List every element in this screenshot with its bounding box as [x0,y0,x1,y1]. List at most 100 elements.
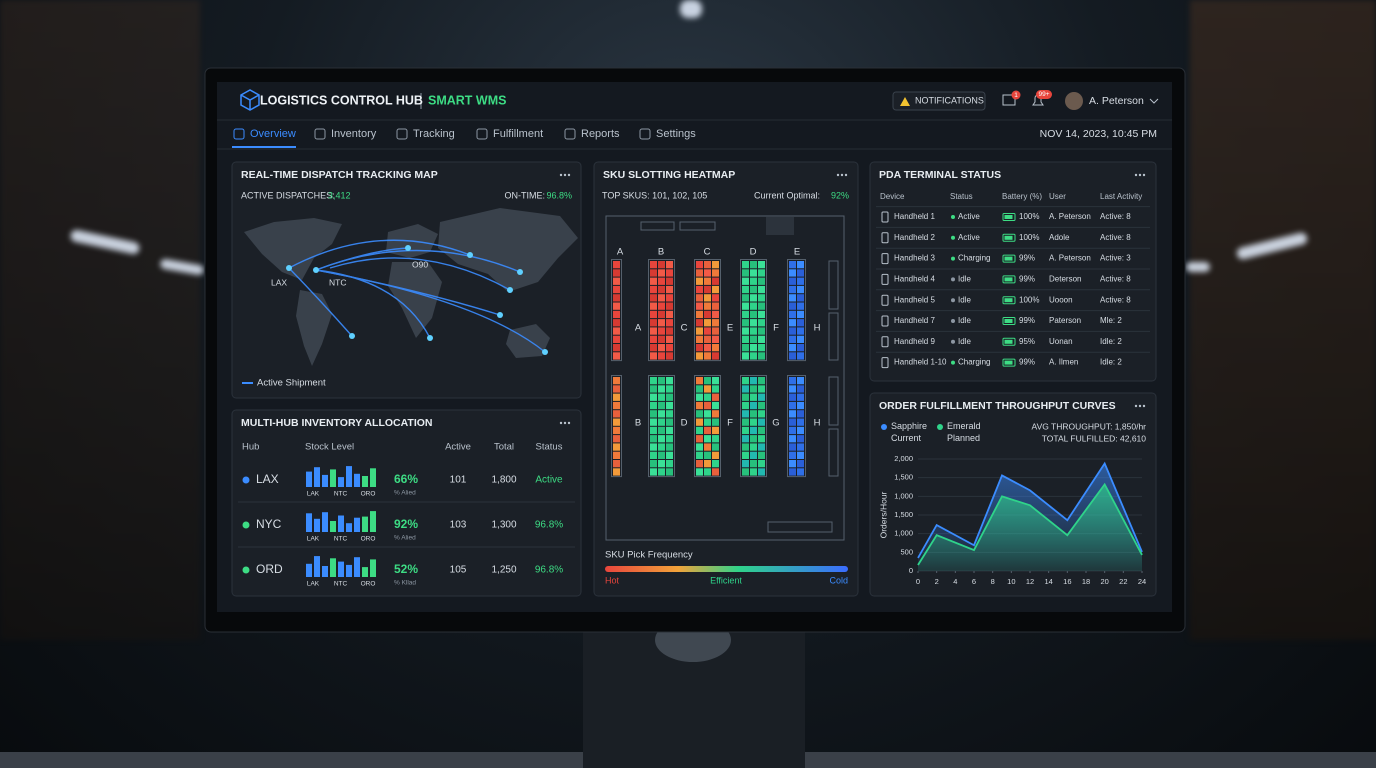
slot [789,302,796,310]
stock-bar [346,564,352,577]
nav-item[interactable]: Reports [581,128,620,140]
menu-dot[interactable] [567,173,571,177]
battery-level: 95% [1019,337,1035,346]
slot [742,460,749,468]
slot [613,401,620,410]
slot [658,435,665,443]
x-tick-label: 14 [1044,577,1052,586]
slot [797,435,804,443]
slot [742,393,749,401]
slot [797,385,804,393]
datetime: NOV 14, 2023, 10:45 PM [1040,128,1157,140]
nav-item[interactable]: Inventory [331,128,377,140]
slot [750,385,757,393]
x-tick-label: 22 [1119,577,1127,586]
slot [666,393,673,401]
slot [789,393,796,401]
aisle-label: D [750,247,757,258]
status-dot [951,319,955,323]
last-activity: Idle: 2 [1100,337,1122,346]
slot [712,327,719,335]
aisle-label: C [704,247,711,258]
bar-label: LAK [307,581,320,588]
menu-dot[interactable] [567,421,571,425]
nav-icon [476,128,488,140]
slot [658,377,665,385]
slot [750,269,757,277]
rack [828,428,839,477]
slot [613,344,620,352]
slot [742,352,749,360]
battery-icon [1002,233,1016,242]
menu-dot[interactable] [1134,173,1138,177]
device-icon [881,273,889,285]
battery-level: 100% [1019,233,1039,242]
nav-item[interactable]: Tracking [413,128,455,140]
avatar[interactable] [1065,92,1083,110]
status-dot [951,215,955,219]
dropdown-icon[interactable] [1149,98,1159,104]
stock-bar [354,473,360,487]
slot [613,435,620,443]
menu-dot[interactable] [559,173,563,177]
shelf [1190,0,1376,640]
slot [742,418,749,426]
nav-item[interactable]: Settings [656,128,696,140]
slot [613,261,620,269]
battery-level: 100% [1019,295,1039,304]
menu-dot[interactable] [1138,404,1142,408]
menu-dot[interactable] [840,173,844,177]
slot [789,443,796,451]
rack [611,259,622,362]
slot [658,443,665,451]
notifications-button[interactable] [892,91,986,111]
menu-dot[interactable] [1134,404,1138,408]
menu-dot[interactable] [1142,404,1146,408]
legend-label: Hot [605,575,620,585]
aisle-label: E [727,323,733,334]
slot [712,468,719,476]
nav-item[interactable]: Overview [250,128,296,140]
slot [696,261,703,269]
panel [593,161,859,597]
panel-title: MULTI-HUB INVENTORY ALLOCATION [241,417,433,429]
slot [750,319,757,327]
logo [240,89,260,111]
slot [712,418,719,426]
notifications-label[interactable]: NOTIFICATIONS [915,95,984,105]
device-name: Handheld 7 [894,316,935,325]
slot [758,352,765,360]
menu-dot[interactable] [563,173,567,177]
battery-icon [1002,254,1016,263]
menu-dot[interactable] [1138,173,1142,177]
user-name[interactable]: A. Peterson [1089,95,1144,107]
nav-item[interactable]: Fulfillment [493,128,543,140]
message-icon[interactable] [1002,94,1016,106]
slot [613,277,620,285]
slot [712,377,719,385]
menu-dot[interactable] [563,421,567,425]
slot [712,393,719,401]
slot [704,285,711,294]
slot [666,385,673,393]
slot [750,310,757,319]
slot [712,385,719,393]
menu-dot[interactable] [1142,173,1146,177]
slot [750,344,757,352]
slot [750,426,757,435]
slot [613,310,620,319]
x-tick-label: 2 [935,577,939,586]
menu-dot[interactable] [844,173,848,177]
slot [704,352,711,360]
slot [696,319,703,327]
slot [704,435,711,443]
slot [696,352,703,360]
menu-dot[interactable] [559,421,563,425]
device-user: Adole [1049,233,1070,242]
slot [797,277,804,285]
slot [696,460,703,468]
menu-dot[interactable] [836,173,840,177]
rack [648,259,675,362]
series-line [917,461,1143,559]
slot [742,377,749,385]
